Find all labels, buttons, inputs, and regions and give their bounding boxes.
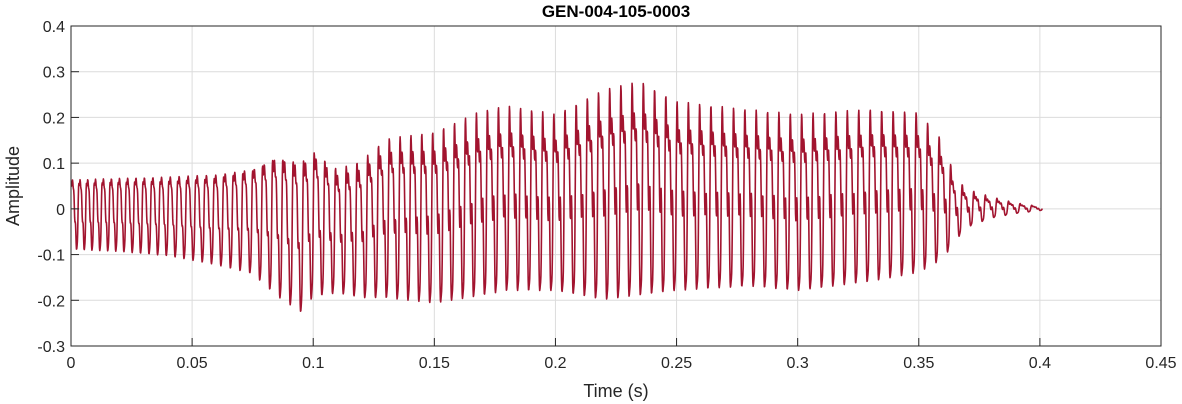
x-tick-label: 0.2 (544, 355, 566, 372)
x-tick-label: 0.35 (903, 355, 934, 372)
x-tick-label: 0.1 (302, 355, 324, 372)
x-tick-label: 0.3 (787, 355, 809, 372)
chart-title: GEN-004-105-0003 (542, 2, 690, 21)
x-tick-label: 0.05 (177, 355, 208, 372)
x-tick-label: 0.25 (661, 355, 692, 372)
x-tick-label: 0.45 (1145, 355, 1176, 372)
plot-area (71, 82, 1044, 312)
y-axis: -0.3 -0.2 -0.1 0 0.1 0.2 0.3 0.4 (37, 19, 79, 356)
x-tick-label: 0.4 (1029, 355, 1051, 372)
y-tick-label: 0.4 (43, 19, 65, 36)
x-tick-label: 0.15 (419, 355, 450, 372)
y-tick-label: 0.1 (43, 156, 65, 173)
y-tick-label: 0.2 (43, 110, 65, 127)
axes-frame (70, 25, 1162, 347)
y-tick-label: -0.2 (37, 293, 65, 310)
x-axis-label: Time (s) (583, 381, 648, 401)
y-axis-label: Amplitude (3, 146, 23, 226)
y-tick-label: -0.3 (37, 339, 65, 356)
waveform-line (71, 82, 1044, 312)
y-tick-label: 0.3 (43, 65, 65, 82)
grid-lines (71, 26, 1161, 346)
x-axis: 0 0.05 0.1 0.15 0.2 0.25 0.3 0.35 0.4 0.45 (67, 338, 1177, 372)
y-tick-label: -0.1 (37, 248, 65, 265)
x-tick-label: 0 (67, 355, 76, 372)
y-tick-label: 0 (56, 202, 65, 219)
